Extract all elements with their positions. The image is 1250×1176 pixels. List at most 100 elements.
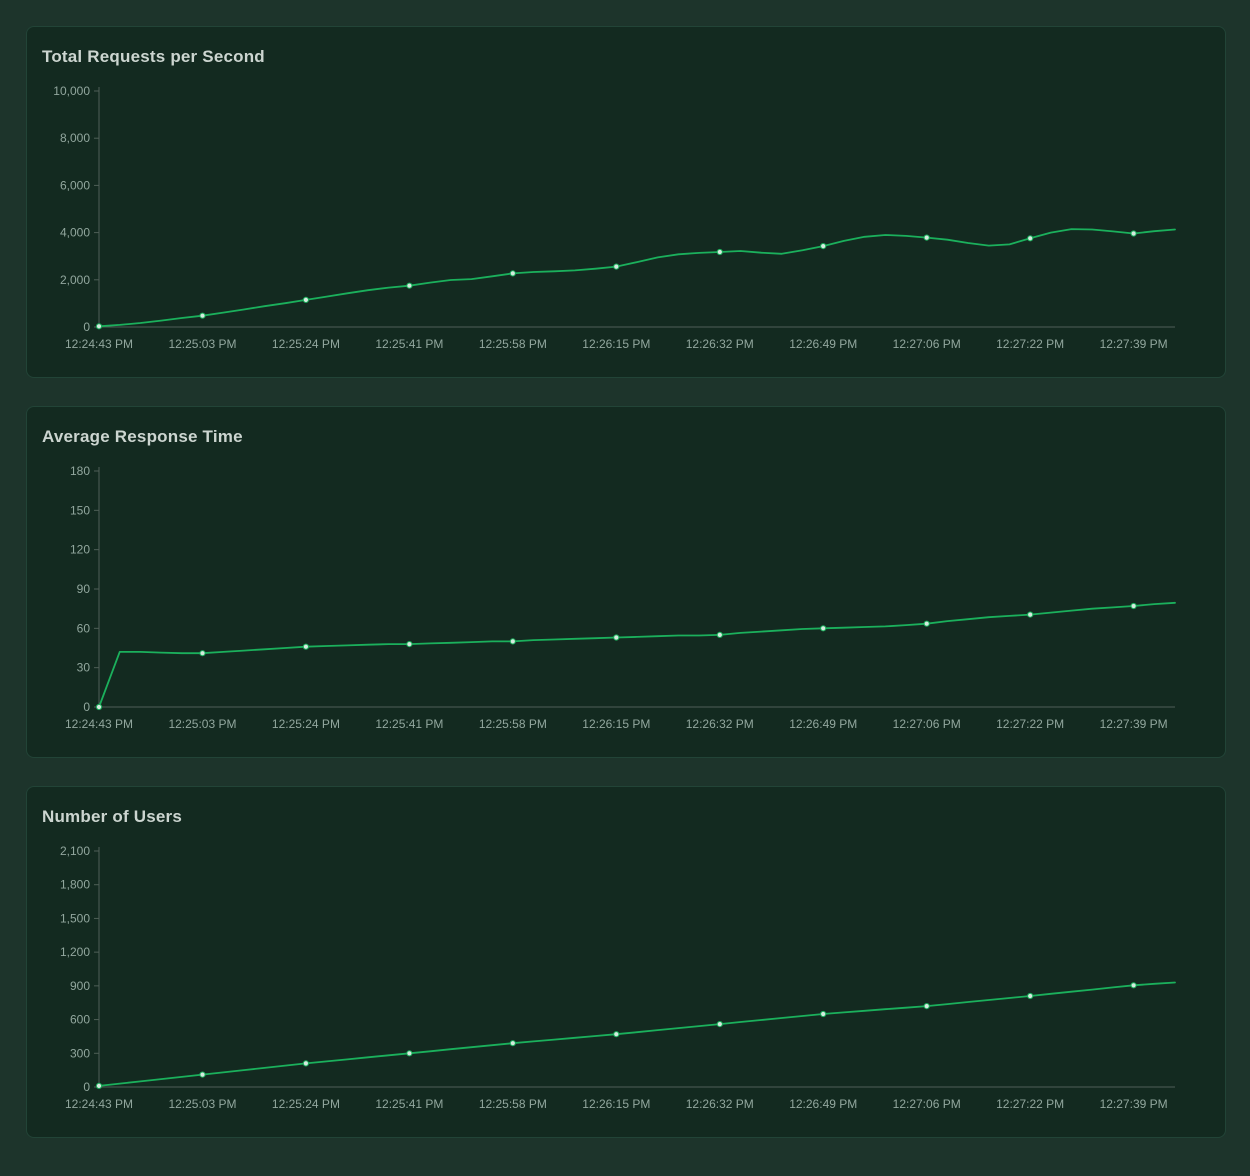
data-point-marker: [923, 620, 930, 627]
data-point-marker: [302, 643, 309, 650]
data-point-marker: [820, 1010, 827, 1018]
y-tick-label: 1,200: [60, 945, 90, 959]
x-tick-label: 12:26:32 PM: [686, 337, 754, 351]
x-tick-label: 12:25:41 PM: [375, 337, 443, 351]
data-point-marker: [199, 312, 206, 319]
x-tick-label: 12:25:58 PM: [479, 717, 547, 731]
x-tick-label: 12:25:24 PM: [272, 1097, 340, 1111]
y-tick-label: 2,100: [60, 844, 90, 858]
x-tick-label: 12:27:06 PM: [893, 717, 961, 731]
y-tick-label: 1,500: [60, 911, 90, 925]
data-point-marker: [509, 1040, 516, 1047]
y-tick-label: 4,000: [60, 226, 90, 240]
x-tick-label: 12:27:06 PM: [893, 337, 961, 351]
x-tick-label: 12:25:03 PM: [168, 717, 236, 731]
series-line: [98, 228, 1176, 328]
data-point-marker: [923, 1003, 930, 1010]
data-point-marker: [95, 703, 103, 711]
x-tick-label: 12:26:49 PM: [789, 1097, 857, 1111]
y-tick-label: 150: [70, 503, 90, 517]
chart-canvas: 0 30 60 90 120 150 180 12:24:43 PM 12:25:03 PM 12…: [65, 464, 1176, 731]
x-tick-label: 12:26:15 PM: [582, 337, 650, 351]
x-tick-label: 12:25:41 PM: [375, 1097, 443, 1111]
y-tick-label: 10,000: [53, 84, 90, 98]
y-tick-label: 90: [77, 582, 91, 596]
x-tick-label: 12:24:43 PM: [65, 337, 133, 351]
data-point-marker: [1027, 611, 1034, 618]
chart-title-number-of-users: Number of Users: [42, 807, 182, 826]
x-tick-label: 12:25:24 PM: [272, 337, 340, 351]
data-point-marker: [1130, 230, 1137, 237]
data-point-marker: [302, 1060, 309, 1067]
x-tick-label: 12:25:58 PM: [479, 337, 547, 351]
data-point-marker: [406, 282, 413, 289]
data-point-marker: [406, 641, 413, 648]
series-line: [98, 601, 1176, 708]
x-tick-label: 12:27:06 PM: [893, 1097, 961, 1111]
data-point-marker: [716, 248, 723, 256]
data-point-marker: [95, 1082, 103, 1089]
series-line: [98, 981, 1176, 1087]
x-tick-label: 12:24:43 PM: [65, 1097, 133, 1111]
x-tick-label: 12:27:39 PM: [1100, 717, 1168, 731]
number-of-users-chart[interactable]: 0 300 600 900 1,200 1,500 1,800 2,100 12:24:43 P…: [27, 839, 1225, 1131]
chart-canvas: 0 300 600 900 1,200 1,500 1,800 2,100 12:24:43 P…: [60, 844, 1176, 1111]
y-tick-label: 0: [83, 700, 90, 714]
y-tick-label: 600: [70, 1013, 90, 1027]
chart-card-total-rps: Total Requests per Second 0 2,000 4,000 6,0…: [26, 26, 1226, 378]
x-tick-label: 12:27:22 PM: [996, 1097, 1064, 1111]
x-tick-label: 12:27:39 PM: [1100, 1097, 1168, 1111]
y-tick-label: 0: [83, 1080, 90, 1094]
y-tick-label: 300: [70, 1046, 90, 1060]
data-point-marker: [1027, 992, 1034, 1000]
load-test-dashboard: Total Requests per Second 0 2,000 4,000 6,0…: [26, 26, 1226, 1138]
data-point-marker: [406, 1050, 413, 1057]
data-point-marker: [613, 263, 620, 270]
y-tick-label: 60: [77, 621, 91, 635]
data-point-marker: [1130, 982, 1137, 989]
x-tick-label: 12:26:15 PM: [582, 1097, 650, 1111]
y-tick-label: 0: [83, 320, 90, 334]
data-point-marker: [302, 296, 309, 303]
x-tick-label: 12:26:32 PM: [686, 717, 754, 731]
x-tick-label: 12:27:22 PM: [996, 337, 1064, 351]
x-tick-label: 12:27:39 PM: [1100, 337, 1168, 351]
x-tick-label: 12:26:49 PM: [789, 717, 857, 731]
data-point-marker: [1130, 602, 1137, 610]
avg-response-time-chart[interactable]: 0 30 60 90 120 150 180 12:24:43 PM 12:25:03 PM 12…: [27, 459, 1225, 751]
x-tick-label: 12:25:24 PM: [272, 717, 340, 731]
y-tick-label: 900: [70, 979, 90, 993]
data-point-marker: [95, 323, 103, 330]
x-tick-label: 12:25:03 PM: [168, 1097, 236, 1111]
x-tick-label: 12:24:43 PM: [65, 717, 133, 731]
data-point-marker: [199, 650, 206, 657]
data-point-marker: [820, 243, 827, 250]
data-point-marker: [199, 1071, 206, 1078]
y-tick-label: 1,800: [60, 878, 90, 892]
y-tick-label: 8,000: [60, 131, 90, 145]
x-tick-label: 12:26:15 PM: [582, 717, 650, 731]
data-point-marker: [820, 625, 827, 632]
y-tick-label: 6,000: [60, 178, 90, 192]
data-point-marker: [1027, 235, 1034, 242]
y-tick-label: 30: [77, 661, 91, 675]
data-point-marker: [613, 1031, 620, 1038]
x-tick-label: 12:26:49 PM: [789, 337, 857, 351]
data-point-marker: [923, 234, 930, 241]
data-point-marker: [509, 638, 516, 645]
x-tick-label: 12:25:58 PM: [479, 1097, 547, 1111]
chart-card-avg-response-time: Average Response Time 0 30 60 90 120 150 180 12…: [26, 406, 1226, 758]
x-tick-label: 12:27:22 PM: [996, 717, 1064, 731]
chart-canvas: 0 2,000 4,000 6,000 8,000 10,000 12:24:43 PM 12…: [53, 84, 1176, 351]
chart-title-avg-response-time: Average Response Time: [42, 427, 243, 446]
total-rps-chart[interactable]: 0 2,000 4,000 6,000 8,000 10,000 12:24:43 PM 12…: [27, 79, 1225, 371]
data-point-marker: [613, 634, 620, 641]
chart-title-total-rps: Total Requests per Second: [42, 47, 265, 66]
data-point-marker: [716, 631, 723, 638]
data-point-marker: [716, 1021, 723, 1028]
y-tick-label: 2,000: [60, 273, 90, 287]
x-tick-label: 12:26:32 PM: [686, 1097, 754, 1111]
y-tick-label: 180: [70, 464, 90, 478]
x-tick-label: 12:25:41 PM: [375, 717, 443, 731]
data-point-marker: [509, 270, 516, 277]
